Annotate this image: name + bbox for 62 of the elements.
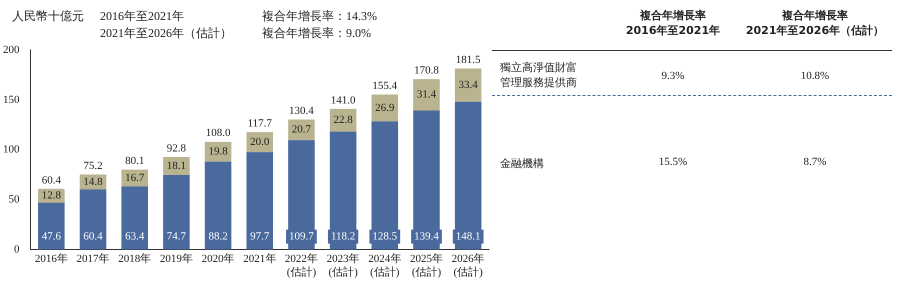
total-label: 181.5 — [456, 54, 482, 66]
total-label: 80.1 — [125, 155, 144, 168]
total-label: 170.8 — [414, 64, 440, 77]
x-tick-label: 2026年 (估計) — [452, 253, 485, 278]
x-tick-label: 2020年 — [202, 253, 235, 266]
x-tick-label: 2016年 — [34, 253, 68, 266]
x-tick-label: 2022年 (估計) — [284, 253, 318, 278]
total-label: 155.4 — [372, 80, 398, 92]
text: 複合年增長率：14.3% — [262, 8, 377, 25]
data-label: 148.1 — [456, 230, 481, 242]
x-tick-label: 2019年 — [160, 253, 193, 266]
x-tick-label: 2018年 — [118, 253, 152, 266]
y-tick-label: 200 — [3, 44, 20, 56]
y-tick-label: 0 — [14, 243, 20, 256]
data-label: 20.0 — [250, 136, 270, 148]
data-label: 26.9 — [375, 102, 395, 114]
data-label: 60.4 — [83, 230, 104, 242]
text: 9.3% — [660, 70, 686, 82]
data-label: 33.4 — [458, 79, 478, 92]
data-label: 63.4 — [125, 230, 145, 242]
y-axis-title: 人民幣十億元 — [12, 8, 84, 25]
data-label: 118.2 — [330, 230, 356, 242]
x-tick-label: 2017年 — [76, 253, 110, 266]
series-label: 金融機構 — [500, 156, 544, 171]
x-tick-label: 2024年 (估計) — [368, 253, 402, 278]
data-label: 12.8 — [42, 190, 62, 202]
text: 8.7% — [802, 156, 828, 168]
total-label: 141.0 — [330, 94, 356, 106]
data-label: 97.7 — [250, 230, 270, 242]
data-label: 16.7 — [125, 172, 145, 184]
text: 2016年至2021年 — [100, 8, 184, 25]
x-tick-label: 2021年 — [243, 253, 276, 266]
data-label: 88.2 — [208, 230, 228, 242]
data-label: 139.4 — [414, 230, 440, 242]
x-tick-label: 2025年 (估計) — [410, 253, 443, 278]
total-label: 75.2 — [83, 160, 103, 172]
text: 2021年至2026年（估計） — [100, 25, 232, 42]
data-label: 19.8 — [208, 146, 228, 158]
total-label: 130.4 — [289, 104, 314, 117]
total-label: 108.0 — [206, 127, 231, 140]
total-label: 60.4 — [42, 174, 62, 187]
total-label: 117.7 — [248, 118, 272, 130]
text: 複合年增長率 2021年至2026年（估計） — [744, 8, 886, 38]
y-tick-label: 50 — [8, 194, 20, 206]
text: 10.8% — [800, 70, 830, 82]
data-label: 18.1 — [166, 160, 186, 172]
data-label: 128.5 — [372, 230, 398, 242]
text: 複合年增長率 2016年至2021年 — [626, 9, 720, 37]
data-label: 14.8 — [83, 176, 104, 188]
data-label: 22.8 — [333, 114, 354, 126]
text: 複合年增長率：9.0% — [262, 25, 371, 42]
y-tick-label: 150 — [3, 94, 20, 106]
data-label: 20.7 — [292, 124, 312, 136]
total-label: 92.8 — [166, 142, 187, 154]
data-label: 74.7 — [166, 230, 187, 242]
data-label: 109.7 — [289, 230, 314, 242]
text: 15.5% — [658, 156, 688, 168]
data-label: 47.6 — [42, 230, 62, 242]
x-tick-label: 2023年 (估計) — [326, 253, 360, 278]
y-tick-label: 100 — [3, 144, 20, 156]
data-label: 31.4 — [416, 88, 437, 101]
series-label: 獨立高淨值財富管理服務提供商 — [500, 60, 578, 90]
